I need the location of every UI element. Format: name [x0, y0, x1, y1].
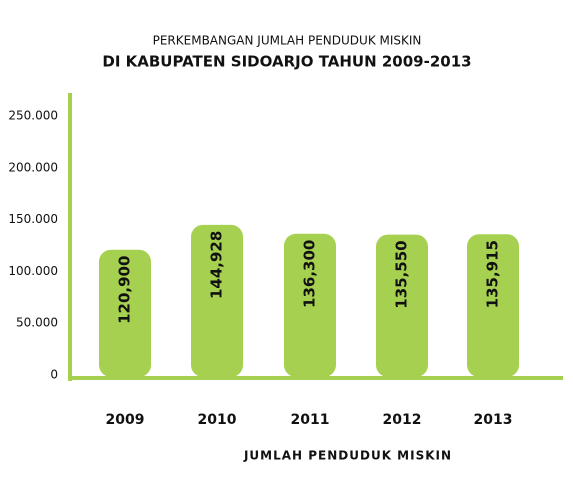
x-tick-label: 2011 [291, 412, 330, 428]
x-tick-label: 2013 [474, 412, 513, 428]
x-axis-label: JUMLAH PENDUDUK MISKIN [243, 449, 452, 463]
y-tick-label: 0 [50, 368, 58, 382]
bar [376, 234, 428, 377]
y-tick-label: 250.000 [8, 109, 58, 123]
x-tick-label: 2010 [198, 412, 237, 428]
bar [99, 249, 151, 377]
value-label: 120,900 [116, 256, 134, 324]
bar [467, 234, 519, 377]
value-label: 136,300 [301, 240, 319, 308]
bar [191, 224, 243, 377]
bar [284, 233, 336, 377]
y-tick-label: 100.000 [8, 264, 58, 278]
x-tick-label: 2012 [383, 412, 422, 428]
chart-title: PERKEMBANGAN JUMLAH PENDUDUK MISKIN [153, 34, 422, 48]
value-label: 135,550 [393, 240, 411, 308]
y-tick-label: 50.000 [16, 316, 58, 330]
y-tick-label: 200.000 [8, 160, 58, 174]
value-label: 135,915 [484, 240, 502, 308]
y-tick-label: 150.000 [8, 212, 58, 226]
value-label: 144,928 [208, 231, 226, 299]
x-tick-label: 2009 [106, 412, 145, 428]
chart-subtitle: DI KABUPATEN SIDOARJO TAHUN 2009-2013 [102, 53, 471, 71]
